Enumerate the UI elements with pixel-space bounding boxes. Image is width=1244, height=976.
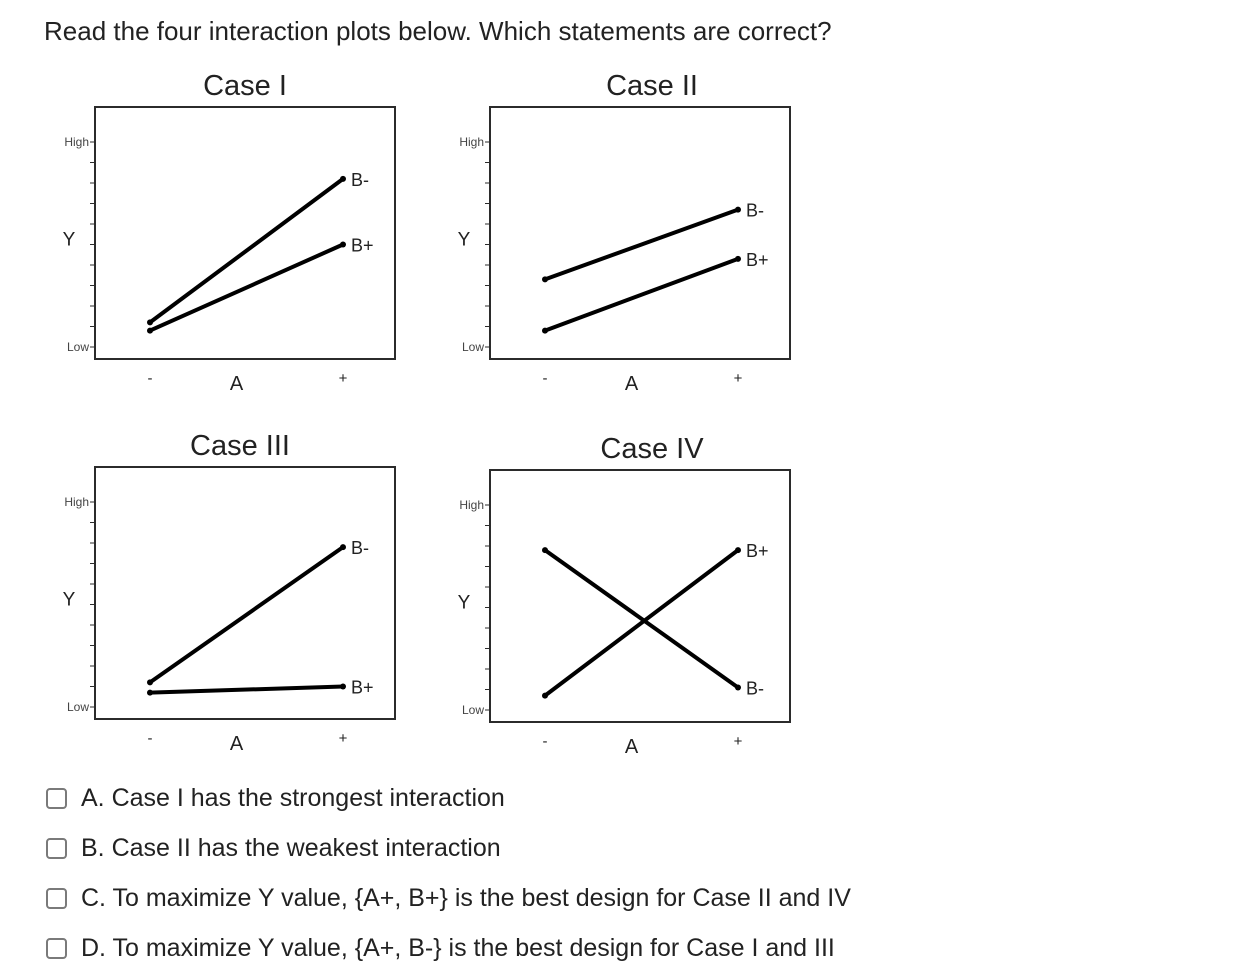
series-label-bplus: B+ xyxy=(351,236,374,256)
point-bplus-a-minus xyxy=(147,327,153,334)
y-tick-high: High xyxy=(459,135,484,149)
series-line-bplus xyxy=(543,256,740,333)
option-a[interactable]: A. Case I has the strongest interaction xyxy=(46,784,505,813)
series-line-bplus xyxy=(543,548,740,698)
series-label-bplus: B+ xyxy=(746,541,769,561)
case-3-title: Case III xyxy=(190,430,290,462)
x-tick-minus: - xyxy=(148,370,153,387)
option-a-label: A. Case I has the strongest interaction xyxy=(81,784,505,812)
point-bplus-a-plus xyxy=(340,683,346,690)
x-tick-plus: + xyxy=(734,370,743,387)
point-bminus-a-minus xyxy=(542,276,548,283)
option-d[interactable]: D. To maximize Y value, {A+, B-} is the … xyxy=(46,934,835,963)
y-axis-label: Y xyxy=(63,230,76,251)
option-d-label: D. To maximize Y value, {A+, B-} is the … xyxy=(81,934,835,962)
y-tick-low: Low xyxy=(462,340,484,354)
question-text: Read the four interaction plots below. W… xyxy=(44,16,832,46)
y-axis-label: Y xyxy=(458,230,471,251)
series-label-bminus: B- xyxy=(351,170,369,190)
x-tick-minus: - xyxy=(543,733,548,750)
y-tick-high: High xyxy=(64,495,89,509)
y-tick-high: High xyxy=(64,135,89,149)
case-1-title: Case I xyxy=(203,70,287,102)
point-bplus-a-plus xyxy=(735,255,741,262)
series-label-bminus: B- xyxy=(746,201,764,221)
option-b[interactable]: B. Case II has the weakest interaction xyxy=(46,834,501,863)
series-line-bminus xyxy=(543,548,740,690)
point-bminus-a-minus xyxy=(147,319,153,326)
x-tick-plus: + xyxy=(734,733,743,750)
x-tick-minus: - xyxy=(543,370,548,387)
point-bplus-a-plus xyxy=(340,241,346,248)
x-tick-minus: - xyxy=(148,730,153,747)
point-bminus-a-minus xyxy=(542,547,548,554)
plot-frame xyxy=(94,106,396,360)
series-label-bminus: B- xyxy=(746,678,764,698)
plot-frame xyxy=(489,469,791,723)
case-2-title: Case II xyxy=(606,70,698,102)
point-bminus-a-plus xyxy=(735,684,741,691)
point-bminus-a-plus xyxy=(735,206,741,213)
y-tick-high: High xyxy=(459,498,484,512)
point-bplus-a-plus xyxy=(735,547,741,554)
case-4-title: Case IV xyxy=(600,433,704,465)
y-axis-label: Y xyxy=(63,590,76,611)
series-line-bminus xyxy=(148,545,345,685)
series-label-bplus: B+ xyxy=(351,678,374,698)
option-b-label: B. Case II has the weakest interaction xyxy=(81,834,501,862)
x-axis-label: A xyxy=(230,733,244,755)
x-axis-label: A xyxy=(625,736,639,758)
point-bminus-a-plus xyxy=(340,175,346,182)
point-bplus-a-minus xyxy=(542,692,548,699)
series-label-bminus: B- xyxy=(351,538,369,558)
x-tick-plus: + xyxy=(339,370,348,387)
option-d-checkbox[interactable] xyxy=(46,938,67,959)
option-b-checkbox[interactable] xyxy=(46,838,67,859)
option-c-checkbox[interactable] xyxy=(46,888,67,909)
x-tick-plus: + xyxy=(339,730,348,747)
series-line-bminus xyxy=(148,176,345,325)
series-line-bminus xyxy=(543,207,740,282)
series-line-bplus xyxy=(148,684,345,695)
y-axis-label: Y xyxy=(458,593,471,614)
point-bplus-a-minus xyxy=(147,689,153,696)
point-bminus-a-plus xyxy=(340,544,346,551)
option-a-checkbox[interactable] xyxy=(46,788,67,809)
plot-frame xyxy=(94,466,396,720)
y-tick-low: Low xyxy=(67,700,89,714)
y-tick-low: Low xyxy=(462,703,484,717)
x-axis-label: A xyxy=(625,373,639,395)
point-bminus-a-minus xyxy=(147,679,153,686)
option-c[interactable]: C. To maximize Y value, {A+, B+} is the … xyxy=(46,884,851,913)
plot-frame xyxy=(489,106,791,360)
x-axis-label: A xyxy=(230,373,244,395)
y-tick-low: Low xyxy=(67,340,89,354)
option-c-label: C. To maximize Y value, {A+, B+} is the … xyxy=(81,884,851,912)
series-label-bplus: B+ xyxy=(746,250,769,270)
series-line-bplus xyxy=(148,242,345,333)
point-bplus-a-minus xyxy=(542,327,548,334)
